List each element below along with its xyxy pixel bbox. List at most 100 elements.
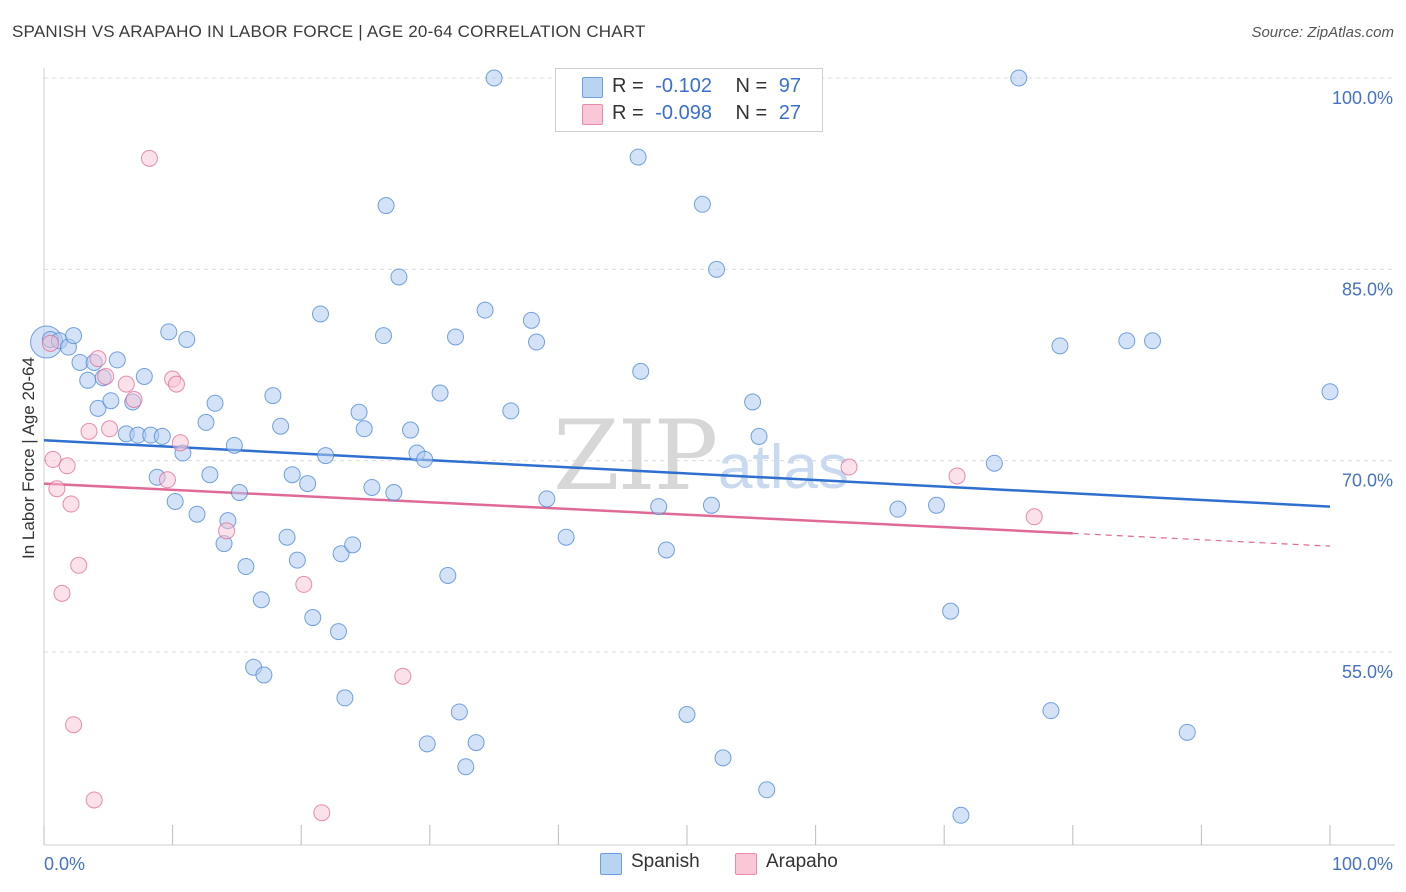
watermark-zip: ZIP: [553, 400, 718, 512]
legend-n-value-arapaho: 27: [778, 102, 802, 124]
arapaho-point: [70, 556, 88, 574]
y-tick-label: 70.0%: [1342, 471, 1393, 491]
arapaho-point: [58, 457, 76, 475]
chart-title: SPANISH VS ARAPAHO IN LABOR FORCE | AGE …: [12, 22, 646, 41]
spanish-point: [390, 268, 408, 286]
spanish-point: [402, 421, 420, 439]
spanish-point: [1010, 69, 1028, 87]
data-points: [30, 69, 1339, 824]
spanish-point: [416, 450, 434, 468]
legend-r-label: R =: [612, 75, 644, 97]
spanish-point: [985, 454, 1003, 472]
axes: [43, 68, 1395, 846]
spanish-point: [1042, 702, 1060, 720]
arapaho-point: [117, 375, 135, 393]
spanish-point: [431, 384, 449, 402]
legend-n-label: N =: [735, 75, 768, 97]
spanish-point: [889, 500, 907, 518]
spanish-point: [418, 735, 436, 753]
spanish-point: [166, 492, 184, 510]
legend-n-value-spanish: 97: [778, 75, 802, 97]
legend-swatch-arapaho: [582, 104, 603, 125]
spanish-point: [135, 367, 153, 385]
spanish-point: [108, 351, 126, 369]
spanish-point: [350, 403, 368, 421]
spanish-point: [283, 466, 301, 484]
spanish-point: [538, 490, 556, 508]
arapaho-point: [53, 584, 71, 602]
spanish-point: [385, 484, 403, 502]
spanish-point: [201, 466, 219, 484]
legend-r-value-arapaho: -0.098: [655, 102, 712, 124]
legend-r-value-spanish: -0.102: [655, 75, 712, 97]
spanish-point: [71, 353, 89, 371]
legend-r-label: R =: [612, 102, 644, 124]
spanish-point: [750, 427, 768, 445]
spanish-point: [927, 496, 945, 514]
spanish-point: [89, 399, 107, 417]
spanish-point: [439, 566, 457, 584]
spanish-point: [650, 498, 668, 516]
spanish-point: [502, 402, 520, 420]
spanish-point: [476, 301, 494, 319]
spanish-point: [375, 327, 393, 345]
spanish-point: [522, 311, 540, 329]
spanish-point: [344, 536, 362, 554]
arapaho-point: [394, 667, 412, 685]
arapaho-point: [101, 420, 119, 438]
spanish-point: [1144, 332, 1162, 350]
spanish-point: [264, 387, 282, 405]
y-tick-label: 100.0%: [1332, 88, 1393, 108]
spanish-point: [255, 666, 273, 684]
bottom-legend-label-arapaho: Arapaho: [766, 851, 838, 872]
spanish-point: [457, 758, 475, 776]
arapaho-point: [840, 458, 858, 476]
spanish-point: [485, 69, 503, 87]
spanish-point: [678, 706, 696, 724]
spanish-point: [153, 427, 171, 445]
spanish-point: [225, 436, 243, 454]
arapaho-point: [948, 467, 966, 485]
bottom-legend-swatch-arapaho: [735, 853, 757, 875]
spanish-point: [557, 528, 575, 546]
legend-swatch-spanish: [582, 77, 603, 98]
spanish-point: [952, 806, 970, 824]
arapaho-point: [44, 450, 62, 468]
spanish-point: [467, 734, 485, 752]
spanish-point: [693, 195, 711, 213]
spanish-trend-line: [43, 439, 1331, 508]
chart-source: Source: ZipAtlas.com: [1251, 24, 1394, 41]
x-tick-label-min: 0.0%: [44, 854, 85, 874]
spanish-point: [629, 148, 647, 166]
arapaho-point: [1025, 508, 1043, 526]
spanish-point: [714, 749, 732, 767]
arapaho-trend-line: [43, 482, 1073, 535]
spanish-point: [528, 333, 546, 351]
arapaho-point: [65, 716, 83, 734]
spanish-point: [632, 362, 650, 380]
spanish-point: [237, 558, 255, 576]
arapaho-trend-extension: [1072, 532, 1331, 547]
spanish-point: [197, 413, 215, 431]
axis-labels: 55.0% 70.0% 85.0% 100.0% 0.0% 100.0% In Labor …: [19, 88, 1393, 874]
spanish-point: [178, 330, 196, 348]
arapaho-point: [80, 422, 98, 440]
spanish-point: [363, 478, 381, 496]
y-tick-label: 55.0%: [1342, 662, 1393, 682]
spanish-point: [65, 327, 83, 345]
spanish-point: [336, 689, 354, 707]
arapaho-point: [295, 575, 313, 593]
spanish-point: [288, 551, 306, 569]
arapaho-point: [62, 495, 80, 513]
spanish-point: [278, 528, 296, 546]
spanish-point: [1051, 337, 1069, 355]
spanish-point: [188, 505, 206, 523]
spanish-point: [355, 420, 373, 438]
spanish-point: [450, 703, 468, 721]
watermark-atlas: atlas: [718, 433, 849, 502]
spanish-point: [744, 393, 762, 411]
spanish-point: [708, 260, 726, 278]
arapaho-point: [171, 434, 189, 452]
spanish-point: [272, 417, 290, 435]
